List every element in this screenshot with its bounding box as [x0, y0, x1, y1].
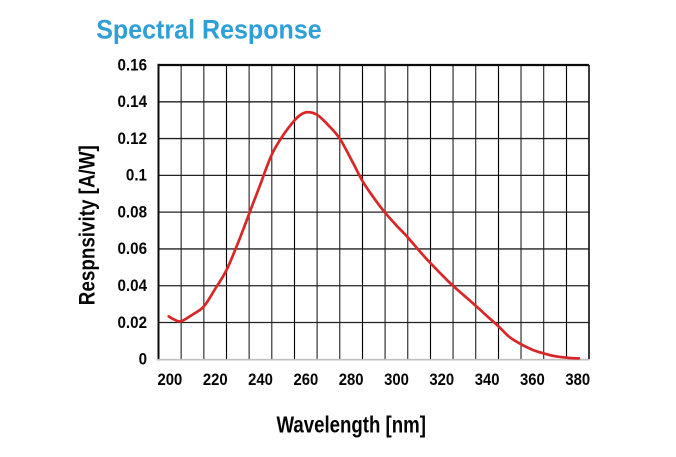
svg-text:0.12: 0.12 [118, 130, 148, 148]
svg-text:0.14: 0.14 [118, 93, 148, 111]
svg-text:Respnsivity [A/W]: Respnsivity [A/W] [75, 145, 100, 305]
svg-text:260: 260 [293, 371, 318, 389]
svg-text:280: 280 [339, 371, 364, 389]
svg-text:240: 240 [248, 371, 273, 389]
svg-text:0: 0 [139, 351, 147, 369]
svg-text:300: 300 [384, 371, 409, 389]
svg-text:0.06: 0.06 [118, 240, 148, 258]
svg-text:0.16: 0.16 [118, 56, 148, 74]
svg-text:380: 380 [565, 371, 590, 389]
svg-text:320: 320 [429, 371, 454, 389]
svg-text:220: 220 [203, 371, 228, 389]
svg-text:340: 340 [475, 371, 500, 389]
svg-text:0.1: 0.1 [126, 167, 147, 185]
svg-text:Spectral Response: Spectral Response [96, 15, 322, 45]
svg-text:0.08: 0.08 [118, 203, 148, 221]
svg-text:200: 200 [158, 371, 183, 389]
svg-text:0.02: 0.02 [118, 314, 148, 332]
svg-text:Wavelength [nm]: Wavelength [nm] [276, 411, 426, 437]
svg-text:0.04: 0.04 [118, 277, 148, 295]
svg-text:360: 360 [520, 371, 545, 389]
